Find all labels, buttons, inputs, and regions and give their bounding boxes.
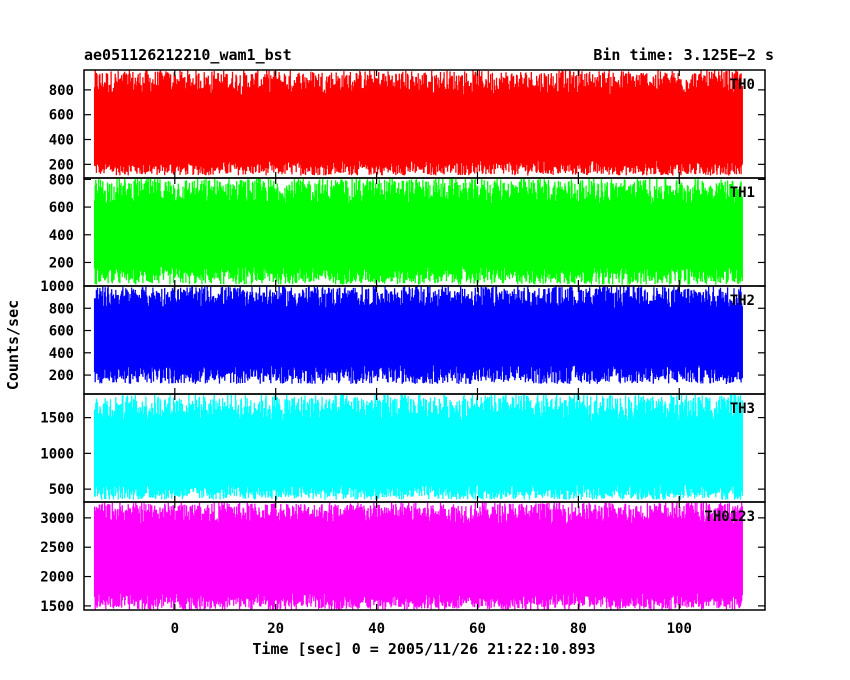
y-tick-label: 500: [49, 482, 74, 498]
y-tick-label: 400: [49, 133, 74, 149]
y-tick-label: 600: [49, 108, 74, 124]
y-tick-label: 1500: [40, 599, 74, 615]
x-tick-label: 20: [267, 621, 284, 637]
series-label: TH2: [730, 293, 755, 309]
y-tick-label: 200: [49, 157, 74, 173]
series-core-th3: [94, 421, 743, 485]
panel-frame: [83, 501, 766, 611]
panels: 200 400 600 800 TH0 200 400 600 800 TH1 200 400 600 8…: [40, 69, 766, 615]
x-tick-label: 100: [667, 621, 692, 637]
series-core-th2: [94, 308, 743, 366]
panel-th1: 200 400 600 800 TH1: [49, 172, 766, 287]
y-tick-label: 2000: [40, 570, 74, 586]
y-tick-label: 400: [49, 346, 74, 362]
series-label: TH0: [730, 77, 755, 93]
panel-th2: 200 400 600 800 1000 TH2: [40, 279, 766, 395]
chart-title-left: ae051126212210_wam1_bst: [84, 46, 292, 64]
y-tick-label: 1000: [40, 446, 74, 462]
x-tick-label: 0: [171, 621, 179, 637]
series-label: TH1: [730, 185, 755, 201]
series-core-th0123: [94, 523, 743, 593]
y-tick-label: 1500: [40, 411, 74, 427]
series-label: TH3: [730, 401, 755, 417]
y-tick-label: 400: [49, 228, 74, 244]
y-tick-label: 800: [49, 301, 74, 317]
x-axis-label: Time [sec] 0 = 2005/11/26 21:22:10.893: [252, 640, 595, 658]
series-core-th1: [94, 204, 743, 267]
y-tick-label: 600: [49, 324, 74, 340]
series-core-th0: [94, 94, 743, 161]
y-tick-label: 600: [49, 200, 74, 216]
y-tick-label: 800: [49, 83, 74, 99]
panel-th0123: 1500 2000 2500 3000 TH0123: [40, 501, 766, 615]
y-tick-label: 1000: [40, 279, 74, 295]
y-tick-label: 200: [49, 368, 74, 384]
panel-th3: 500 1000 1500 TH3: [40, 393, 766, 503]
y-tick-label: 800: [49, 172, 74, 188]
y-tick-label: 200: [49, 255, 74, 271]
x-tick-label: 80: [570, 621, 587, 637]
y-axis-label: Counts/sec: [4, 300, 22, 390]
y-tick-label: 2500: [40, 540, 74, 556]
series-label: TH0123: [704, 509, 755, 525]
x-tick-label: 40: [368, 621, 385, 637]
x-tick-label: 60: [469, 621, 486, 637]
y-tick-label: 3000: [40, 511, 74, 527]
chart-title-right: Bin time: 3.125E−2 s: [593, 46, 774, 64]
x-axis: 0 20 40 60 80 100: [171, 621, 692, 637]
panel-th0: 200 400 600 800 TH0: [49, 69, 766, 179]
